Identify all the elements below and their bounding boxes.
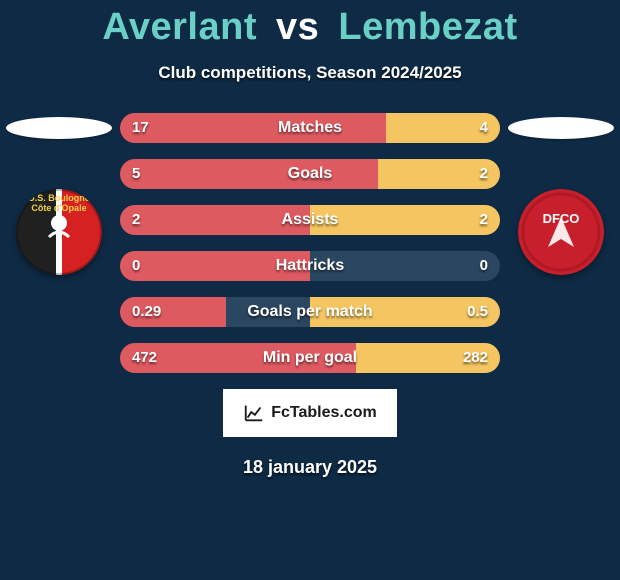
player-right-name: Lembezat bbox=[338, 6, 517, 48]
subtitle: Club competitions, Season 2024/2025 bbox=[0, 63, 620, 83]
stat-bars: 174Matches 52Goals 22Assists 00Hattricks 0.2… bbox=[120, 113, 500, 373]
attribution-text: FcTables.com bbox=[271, 404, 377, 422]
player-left-name: Averlant bbox=[102, 6, 257, 48]
stat-label: Min per goal bbox=[120, 343, 500, 373]
stat-row: 0.290.5Goals per match bbox=[120, 297, 500, 327]
stat-row: 22Assists bbox=[120, 205, 500, 235]
vs-separator: vs bbox=[276, 6, 319, 48]
stat-label: Assists bbox=[120, 205, 500, 235]
stat-row: 472282Min per goal bbox=[120, 343, 500, 373]
page-title: Averlant vs Lembezat bbox=[0, 0, 620, 49]
chart-icon bbox=[243, 402, 265, 424]
player-comparison-card: Averlant vs Lembezat Club competitions, … bbox=[0, 0, 620, 580]
stat-label: Goals per match bbox=[120, 297, 500, 327]
snapshot-date: 18 january 2025 bbox=[0, 457, 620, 478]
content-area: U.S. Boulogne Côte d'Opale DFCO 174Match… bbox=[0, 113, 620, 478]
crest-right-text: DFCO bbox=[543, 211, 580, 226]
crest-left-text-top: U.S. Boulogne Côte d'Opale bbox=[16, 193, 102, 213]
club-crest-right: DFCO bbox=[518, 189, 604, 275]
player-glow-left bbox=[6, 117, 112, 139]
club-crest-left: U.S. Boulogne Côte d'Opale bbox=[16, 189, 102, 275]
crest-right-shape bbox=[518, 189, 604, 275]
stat-label: Hattricks bbox=[120, 251, 500, 281]
stat-label: Goals bbox=[120, 159, 500, 189]
player-glow-right bbox=[508, 117, 614, 139]
left-player-side: U.S. Boulogne Côte d'Opale bbox=[4, 113, 114, 275]
right-player-side: DFCO bbox=[506, 113, 616, 275]
stat-label: Matches bbox=[120, 113, 500, 143]
attribution-banner[interactable]: FcTables.com bbox=[223, 389, 397, 437]
stat-row: 52Goals bbox=[120, 159, 500, 189]
stat-row: 174Matches bbox=[120, 113, 500, 143]
stat-row: 00Hattricks bbox=[120, 251, 500, 281]
